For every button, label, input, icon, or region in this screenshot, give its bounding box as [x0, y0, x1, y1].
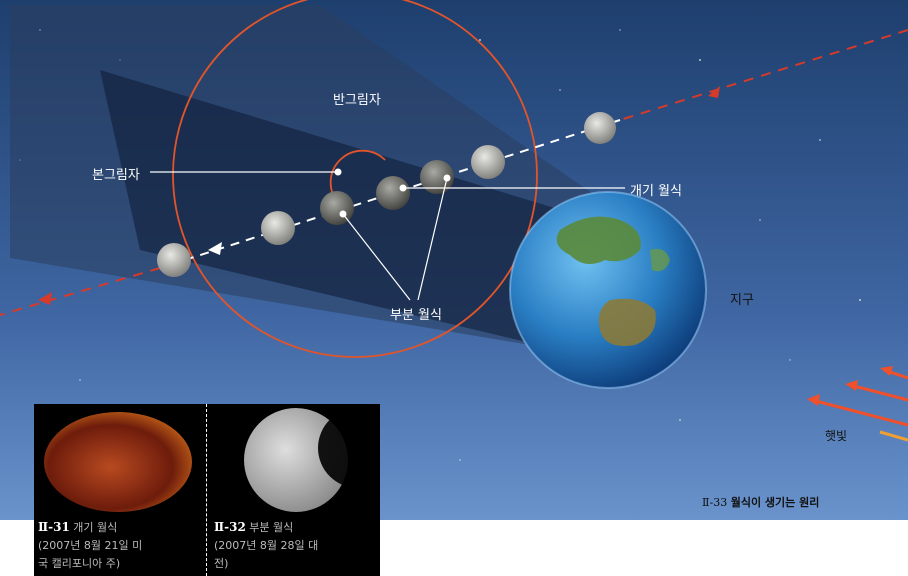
sunlight-arrows: [807, 366, 908, 442]
total-dot: [399, 184, 407, 192]
penumbra-orbit-circle: [172, 0, 538, 358]
partial-dot-a: [443, 174, 451, 182]
figure-caption: Ⅱ-33 월식이 생기는 원리: [702, 494, 819, 510]
photo-2-number: Ⅱ-32: [214, 520, 246, 534]
moon-orbit-path-front: [619, 29, 908, 121]
moon-orbit-path-back: [0, 267, 161, 316]
partial-leader-b: [342, 213, 411, 301]
photo-panel: Ⅱ-31 개기 월식 (2007년 8월 21일 미 국 캘리포니아 주) Ⅱ-…: [34, 404, 380, 576]
partial-dot-b: [339, 210, 347, 218]
umbra-label: 본그림자: [92, 168, 140, 183]
photo-1-number: Ⅱ-31: [38, 520, 70, 534]
photo-caption-2: Ⅱ-32 부분 월식 (2007년 8월 28일 대 전): [210, 518, 382, 573]
total-eclipse-photo: [34, 404, 206, 518]
moon-2: [471, 145, 505, 179]
moon-4: [376, 176, 410, 210]
total-eclipse-label: 개기 월식: [630, 184, 682, 199]
photo-1-place: 국 캘리포니아 주): [38, 557, 121, 570]
photo-2-place: 전): [214, 557, 229, 570]
photo-caption-1: Ⅱ-31 개기 월식 (2007년 8월 21일 미 국 캘리포니아 주): [34, 518, 206, 573]
figure-number: Ⅱ-33: [702, 496, 728, 509]
orbit-arrow-mid: [208, 242, 222, 255]
photo-divider: [206, 404, 207, 576]
sunlight-label: 햇빛: [825, 429, 848, 443]
moon-5: [320, 191, 354, 225]
penumbra-label: 반그림자: [333, 93, 381, 108]
earth-label: 지구: [730, 293, 754, 308]
orbit-arrow-left: [38, 292, 52, 305]
moon-6: [261, 211, 295, 245]
photo-1-title: 개기 월식: [73, 521, 118, 534]
photo-2-date: (2007년 8월 28일 대: [214, 539, 319, 552]
earth: [509, 191, 707, 389]
orbit-arrow-top: [708, 86, 720, 98]
photo-2-title: 부분 월식: [249, 521, 294, 534]
photo-1-date: (2007년 8월 21일 미: [38, 539, 143, 552]
partial-eclipse-label: 부분 월식: [390, 308, 442, 323]
partial-eclipse-photo: [208, 404, 380, 518]
partial-leader-a: [417, 177, 448, 301]
umbra-dot: [334, 168, 342, 176]
moon-7: [157, 243, 191, 277]
figure-title: 월식이 생기는 원리: [730, 496, 820, 509]
moon-1: [584, 112, 616, 144]
